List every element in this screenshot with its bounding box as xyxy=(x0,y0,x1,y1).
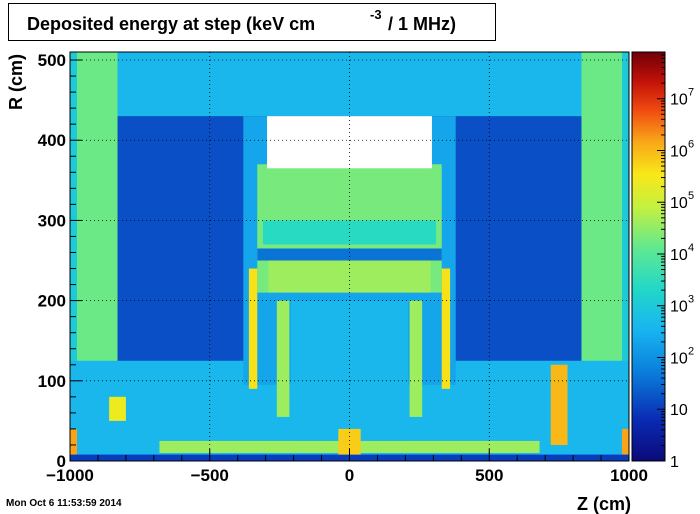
colorbar-tick-label: 10 xyxy=(670,350,688,367)
heatmap-region-right-endcap-block xyxy=(581,52,623,361)
chart-title-exponent: -3 xyxy=(370,7,382,22)
colorbar-tick-exponent: 6 xyxy=(688,138,694,150)
y-tick-label: 0 xyxy=(57,452,66,471)
colorbar-tick-label: 10 xyxy=(670,299,688,316)
colorbar-tick-exponent: 5 xyxy=(688,190,694,202)
y-axis-label: R (cm) xyxy=(6,54,26,110)
x-tick-label: 1000 xyxy=(610,466,648,485)
heatmap-region-left-endcap-block xyxy=(76,52,118,361)
heatmap-region-barrel-ring xyxy=(257,248,442,261)
colorbar-tick-label: 10 xyxy=(670,143,688,160)
colorbar-tick-exponent: 2 xyxy=(688,345,694,357)
timestamp: Mon Oct 6 11:53:59 2014 xyxy=(6,498,122,509)
heatmap-region-right-support-ladder xyxy=(409,300,423,417)
x-axis-label: Z (cm) xyxy=(577,494,631,514)
x-tick-label: −1000 xyxy=(46,466,94,485)
chart-title-box: Deposited energy at step (keV cm -3 / 1 … xyxy=(8,3,496,41)
y-tick-label: 500 xyxy=(38,51,66,70)
heatmap-region-left-support-ladder xyxy=(276,300,290,417)
heatmap-region-tracker-volume xyxy=(290,300,409,441)
heatmap-region-top-right-column xyxy=(622,52,629,361)
x-tick-label: 500 xyxy=(475,466,503,485)
heatmap-region-right-hot-rail xyxy=(441,268,451,389)
colorbar-tick-exponent: 7 xyxy=(688,87,694,99)
y-tick-label: 200 xyxy=(38,292,66,311)
x-tick-label: −500 xyxy=(191,466,229,485)
chart-title: Deposited energy at step (keV cm xyxy=(27,14,316,34)
heatmap-region-left-hot-box xyxy=(109,396,126,421)
y-tick-label: 100 xyxy=(38,372,66,391)
heatmap-region-left-corner-hot xyxy=(70,428,77,457)
chart-title-tail: / 1 MHz) xyxy=(388,14,457,34)
heatmap-region-central-hot-core xyxy=(338,428,361,455)
colorbar-tick-exponent: 4 xyxy=(688,242,694,254)
heatmap-region-top-left-column xyxy=(70,52,77,361)
heatmap-region-left-hot-rail xyxy=(248,268,258,389)
colorbar-tick-label: 1 xyxy=(670,454,679,471)
y-tick-label: 400 xyxy=(38,131,66,150)
colorbar-tick-label: 10 xyxy=(670,92,688,109)
colorbar-tick-label: 10 xyxy=(670,195,688,212)
grid-lines xyxy=(70,52,629,461)
colorbar-tick-label: 10 xyxy=(670,402,688,419)
colorbar xyxy=(631,51,666,462)
heatmap-region-right-hot-box xyxy=(550,364,568,445)
y-tick-label: 300 xyxy=(38,211,66,230)
colorbar-tick-exponent: 3 xyxy=(688,294,694,306)
heatmap-region-right-corner-hot xyxy=(622,428,629,457)
x-tick-label: 0 xyxy=(345,466,354,485)
colorbar-tick-label: 10 xyxy=(670,247,688,264)
axes: −1000 −500 0 500 1000 0 100 200 300 400 500 xyxy=(38,51,648,485)
